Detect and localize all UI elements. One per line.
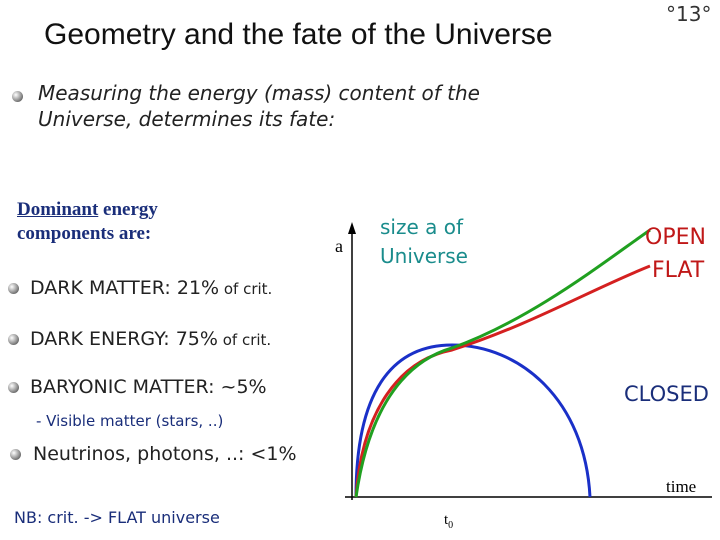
t0-main: t	[444, 512, 449, 528]
item: Neutrinos, photons, ..: <1%	[33, 443, 297, 465]
bullet	[12, 91, 23, 102]
flat-label: FLAT	[652, 258, 705, 283]
title: Geometry and the fate of the Universe	[44, 18, 553, 51]
heading-underlined: Dominant	[17, 199, 99, 220]
intro: Measuring the energy (mass) content of t…	[38, 81, 480, 131]
heading-rest: energy components are:	[17, 199, 158, 244]
sub-item: - Visible matter (stars, ..)	[36, 412, 224, 430]
bullet	[8, 382, 19, 393]
item: BARYONIC MATTER: ~5%	[30, 376, 267, 398]
item-main: DARK MATTER: 21%	[30, 277, 220, 299]
bullet	[8, 334, 19, 345]
item-small: of crit.	[219, 280, 273, 298]
bullet	[8, 283, 19, 294]
bullet	[10, 449, 21, 460]
open-curve	[354, 228, 651, 498]
item: DARK MATTER: 21% of crit.	[30, 277, 272, 299]
item-small: of crit.	[217, 331, 272, 349]
t0-label: t0	[444, 512, 453, 531]
open-label: OPEN	[645, 225, 706, 250]
item: DARK ENERGY: 75% of crit.	[30, 328, 271, 350]
closed-label: CLOSED	[624, 382, 709, 406]
slide-number: °13°	[666, 2, 712, 26]
caption: Universe	[380, 244, 468, 268]
flat-curve	[354, 264, 651, 498]
item-main: DARK ENERGY: 75%	[30, 328, 218, 350]
closed-curve	[354, 343, 592, 498]
y-arrow	[348, 222, 356, 234]
note: NB: crit. -> FLAT universe	[14, 508, 220, 527]
components-heading: Dominant energy components are:	[17, 198, 217, 246]
t0-sub: 0	[448, 520, 453, 531]
x-axis-label: time	[666, 477, 696, 496]
y-axis-label: a	[335, 236, 343, 256]
caption: size a of	[380, 215, 464, 239]
